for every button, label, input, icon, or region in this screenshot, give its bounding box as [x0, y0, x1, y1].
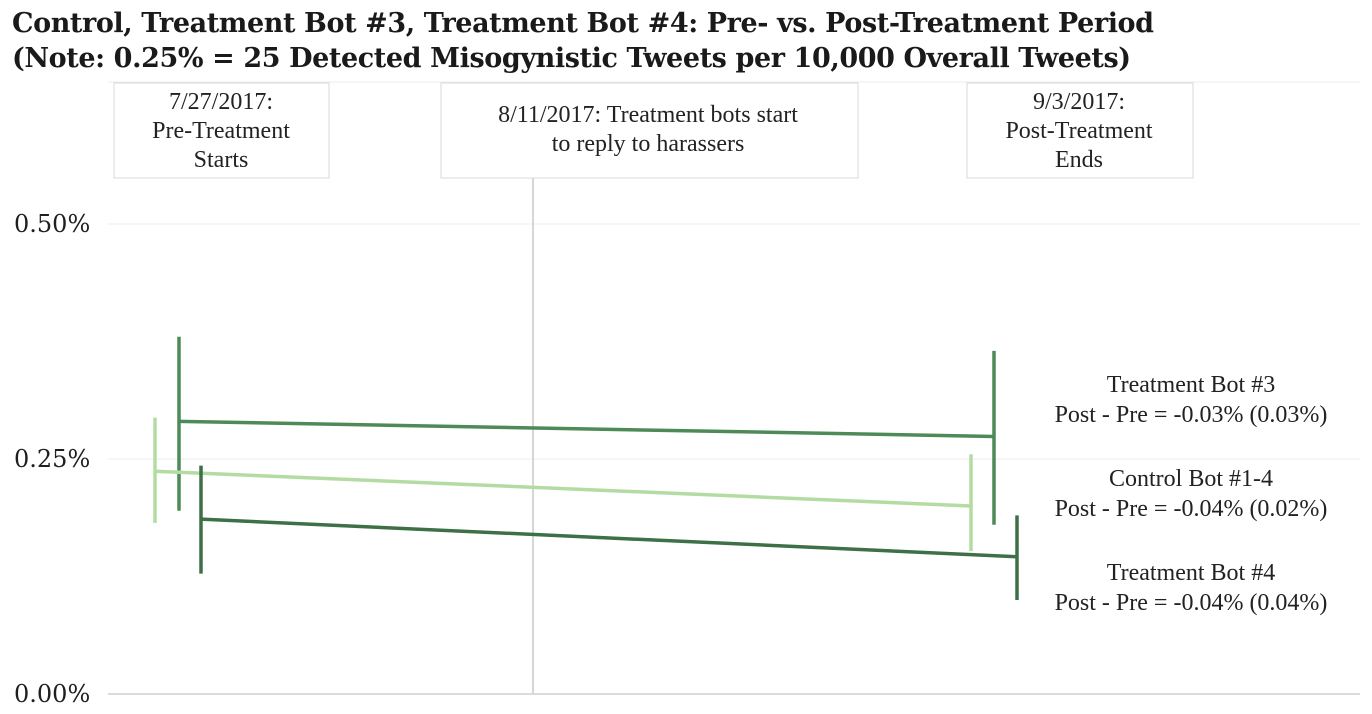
annotation-text-pre_start-0: 7/27/2017:: [169, 89, 273, 115]
series-label-name-treatment-bot-4: Treatment Bot #4: [1107, 560, 1275, 586]
y-tick-label-2: 0.50%: [14, 210, 90, 238]
chart-title-line-1: Control, Treatment Bot #3, Treatment Bot…: [12, 8, 1154, 39]
annotation-text-treatment_start-0: 8/11/2017: Treatment bots start: [498, 102, 798, 128]
series-label-diff-treatment-bot-3: Post - Pre = -0.03% (0.03%): [1055, 402, 1328, 428]
annotation-text-pre_start-2: Starts: [194, 147, 249, 173]
chart-subtitle: (Note: 0.25% = 25 Detected Misogynistic …: [12, 43, 1131, 74]
annotation-text-post_end-2: Ends: [1055, 147, 1103, 173]
annotation-box-pre_start: [113, 82, 330, 179]
annotation-box-treatment_start: [440, 82, 859, 179]
series-label-name-treatment-bot-3: Treatment Bot #3: [1107, 372, 1275, 398]
series-label-diff-treatment-bot-4: Post - Pre = -0.04% (0.04%): [1055, 590, 1328, 616]
annotation-text-pre_start-1: Pre-Treatment: [152, 118, 290, 144]
annotation-text-post_end-1: Post-Treatment: [1005, 118, 1152, 144]
series-line-control-bot-1-4: [154, 469, 972, 508]
annotation-text-post_end-0: 9/3/2017:: [1033, 89, 1125, 115]
y-tick-label-1: 0.25%: [14, 445, 90, 473]
annotation-box-post_end: [966, 82, 1194, 179]
series-line-treatment-bot-4: [200, 517, 1018, 559]
series-label-name-control-bot-1-4: Control Bot #1-4: [1109, 466, 1273, 492]
annotation-text-treatment_start-1: to reply to harassers: [552, 131, 745, 157]
series-label-diff-control-bot-1-4: Post - Pre = -0.04% (0.02%): [1055, 496, 1328, 522]
series-line-treatment-bot-3: [178, 419, 995, 439]
y-tick-label-0: 0.00%: [14, 680, 90, 708]
chart-title: Control, Treatment Bot #3, Treatment Bot…: [12, 6, 1154, 76]
